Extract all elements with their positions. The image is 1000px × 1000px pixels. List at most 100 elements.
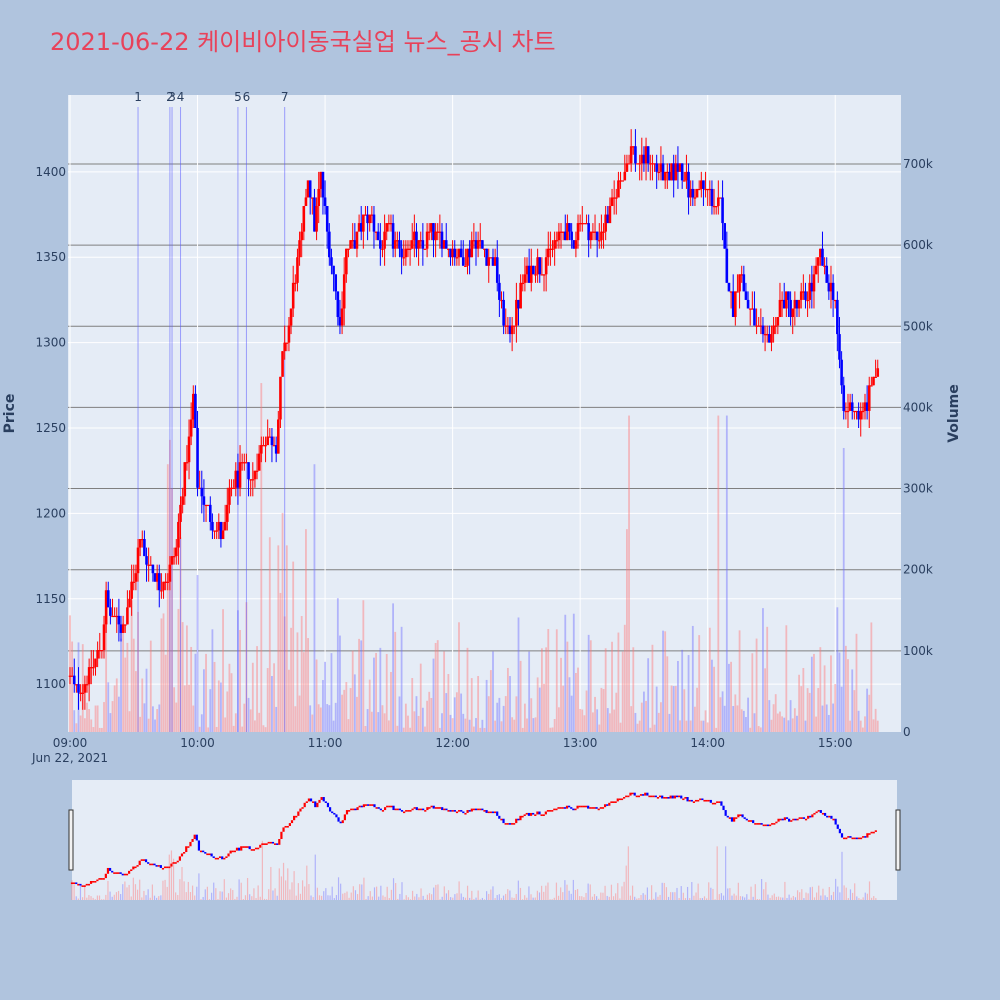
candle-body xyxy=(559,231,563,233)
nav-candle xyxy=(496,811,499,816)
nav-candle xyxy=(202,850,205,853)
volume-bar xyxy=(315,659,318,732)
news-marker-label[interactable]: 5 xyxy=(234,90,242,104)
news-marker-label[interactable]: 2 xyxy=(166,90,174,104)
range-slider-area[interactable] xyxy=(72,780,897,900)
volume-bar xyxy=(611,641,613,732)
candle-body xyxy=(449,248,452,258)
candle-body xyxy=(572,240,576,249)
nav-volume-bar xyxy=(166,886,168,900)
candle-body xyxy=(206,504,210,507)
range-slider-right-handle[interactable] xyxy=(895,809,901,871)
nav-candle xyxy=(815,811,818,814)
nav-candle xyxy=(94,880,97,883)
candle-body xyxy=(157,573,161,591)
news-marker-label[interactable]: 7 xyxy=(281,90,289,104)
volume-bar xyxy=(445,693,448,732)
nav-volume-bar xyxy=(598,898,600,900)
nav-volume-bar xyxy=(426,894,428,900)
candle-body xyxy=(177,521,180,548)
candle-body xyxy=(191,393,195,420)
nav-volume-bar xyxy=(221,891,223,900)
nav-candle xyxy=(864,836,867,838)
nav-candle xyxy=(506,823,509,825)
volume-bar xyxy=(347,719,350,732)
news-marker-label[interactable]: 6 xyxy=(243,90,251,104)
volume-bar xyxy=(377,712,380,732)
nav-volume-bar xyxy=(94,899,96,900)
nav-candle xyxy=(485,810,488,813)
volume-bar xyxy=(330,653,333,732)
nav-volume-bar xyxy=(600,892,602,900)
nav-candle xyxy=(79,883,82,886)
nav-volume-bar xyxy=(562,892,564,900)
nav-candle xyxy=(195,834,198,841)
nav-volume-bar xyxy=(695,892,697,900)
volume-bar xyxy=(513,719,516,732)
volume-bar xyxy=(825,704,828,732)
nav-volume-bar xyxy=(682,892,684,900)
nav-volume-bar xyxy=(282,862,285,900)
nav-volume-bar xyxy=(384,896,386,900)
candle-body xyxy=(595,231,599,241)
volume-bar xyxy=(483,727,486,732)
nav-volume-bar xyxy=(344,892,346,900)
volume-bar xyxy=(149,640,152,732)
nav-candle xyxy=(371,804,374,806)
nav-volume-bar xyxy=(822,888,824,900)
nav-candle xyxy=(631,792,634,795)
x-tick-label: 14:00 xyxy=(690,736,725,750)
candle-body xyxy=(534,274,537,276)
nav-candle xyxy=(462,811,465,814)
range-slider-left-handle[interactable] xyxy=(68,809,74,871)
nav-candle xyxy=(121,873,124,876)
candle-body xyxy=(806,299,809,302)
nav-volume-bar xyxy=(640,895,642,900)
volume-bar xyxy=(398,696,401,732)
nav-candle xyxy=(197,840,201,851)
candle-body xyxy=(204,504,208,507)
nav-candle xyxy=(639,794,643,796)
nav-volume-bar xyxy=(534,897,536,900)
nav-volume-bar xyxy=(773,893,775,900)
nav-volume-bar xyxy=(672,892,674,900)
candle-body xyxy=(187,436,191,463)
volume-bar xyxy=(158,704,161,732)
candle-body xyxy=(425,231,429,249)
volume-bar xyxy=(866,688,869,732)
volume-bar xyxy=(708,627,711,732)
nav-candle xyxy=(623,797,626,799)
nav-volume-bar xyxy=(771,895,773,900)
candle-body xyxy=(321,171,325,198)
y-tick-label: 1350 xyxy=(35,250,66,264)
candle-body xyxy=(691,188,695,198)
volume-bar xyxy=(387,720,390,732)
y2-axis-title: Volume xyxy=(946,384,962,443)
candle-body xyxy=(200,487,204,497)
candle-body xyxy=(147,564,150,566)
volume-bar xyxy=(502,705,505,732)
candle-body xyxy=(857,410,860,420)
nav-volume-bar xyxy=(113,894,115,900)
news-marker-label[interactable]: 3 xyxy=(168,90,176,104)
nav-candle xyxy=(70,882,74,885)
nav-volume-bar xyxy=(151,884,153,900)
news-marker-label[interactable]: 4 xyxy=(177,90,185,104)
volume-bar xyxy=(394,631,397,732)
nav-candle xyxy=(866,833,869,838)
nav-candle xyxy=(788,818,791,822)
nav-candle xyxy=(779,818,782,821)
nav-candle xyxy=(730,817,734,822)
y2-tick-label: 300k xyxy=(903,482,933,496)
nav-volume-bar xyxy=(462,896,464,900)
candle-body xyxy=(444,240,448,249)
nav-volume-bar xyxy=(549,899,551,900)
candle-body xyxy=(68,675,72,677)
volume-bar xyxy=(296,632,299,732)
nav-candle xyxy=(223,857,226,860)
volume-bar xyxy=(719,697,722,732)
nav-volume-bar xyxy=(160,895,162,900)
nav-volume-bar xyxy=(367,896,369,900)
nav-candle xyxy=(544,811,547,815)
news-marker-label[interactable]: 1 xyxy=(134,90,142,104)
